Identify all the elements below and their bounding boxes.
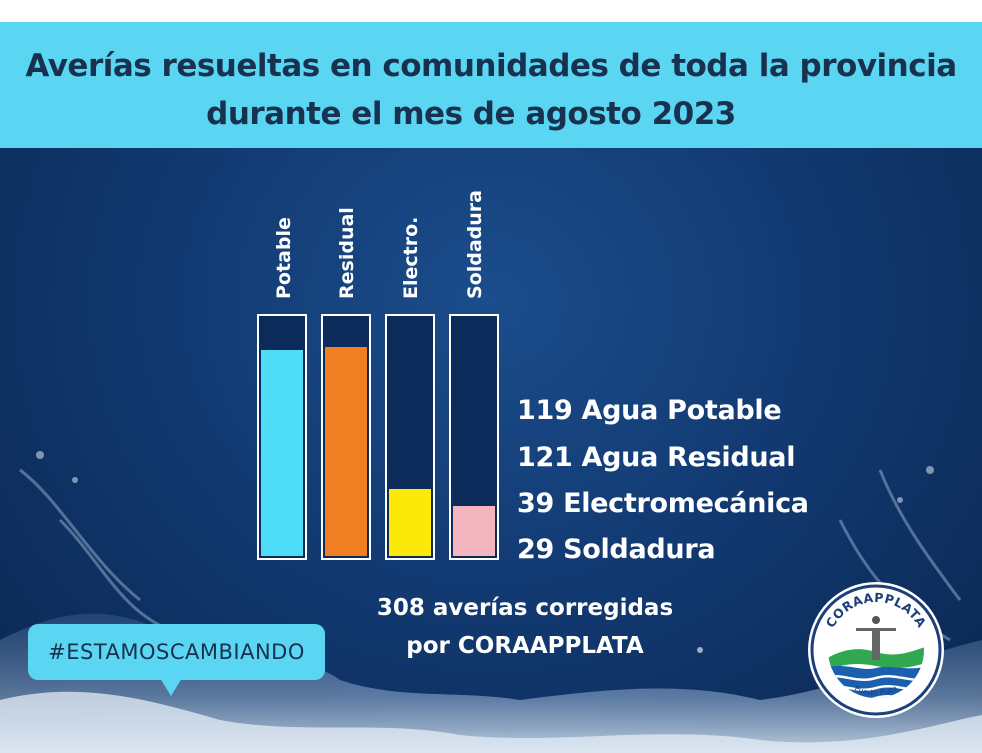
bar-soldadura — [453, 506, 495, 556]
bar-potable — [261, 350, 303, 556]
legend-line-soldadura: 29 Soldadura — [517, 534, 716, 565]
category-label-electro: Electro. — [400, 216, 422, 299]
summary-line-1: 308 averías corregidas — [376, 595, 674, 621]
hashtag-badge: #ESTAMOSCAMBIANDO — [28, 624, 325, 680]
bar-frame-electro — [385, 314, 435, 560]
title-line-1: Averías resueltas en comunidades de toda… — [25, 48, 957, 84]
title-line-2: durante el mes de agosto 2023 — [206, 96, 736, 132]
legend-line-residual: 121 Agua Residual — [517, 442, 796, 473]
logo-location-text: Puerto Plata — [853, 683, 899, 697]
legend-line-potable: 119 Agua Potable — [517, 395, 782, 426]
top-strip — [0, 0, 982, 22]
bar-residual — [325, 347, 367, 556]
summary-line-2: por CORAAPPLATA — [406, 633, 644, 659]
bar-frame-potable — [257, 314, 307, 560]
category-label-soldadura: Soldadura — [464, 190, 486, 299]
category-label-potable: Potable — [273, 217, 295, 299]
coraapplata-logo: CORAAPPLATA Puerto Plata — [808, 582, 944, 718]
bar-electro — [389, 489, 431, 556]
bar-frame-soldadura — [449, 314, 499, 560]
hashtag-bubble-tail — [160, 678, 182, 696]
legend-line-electromecanica: 39 Electromecánica — [517, 488, 809, 519]
bar-frame-residual — [321, 314, 371, 560]
category-label-residual: Residual — [336, 207, 358, 299]
title-band — [0, 22, 982, 148]
